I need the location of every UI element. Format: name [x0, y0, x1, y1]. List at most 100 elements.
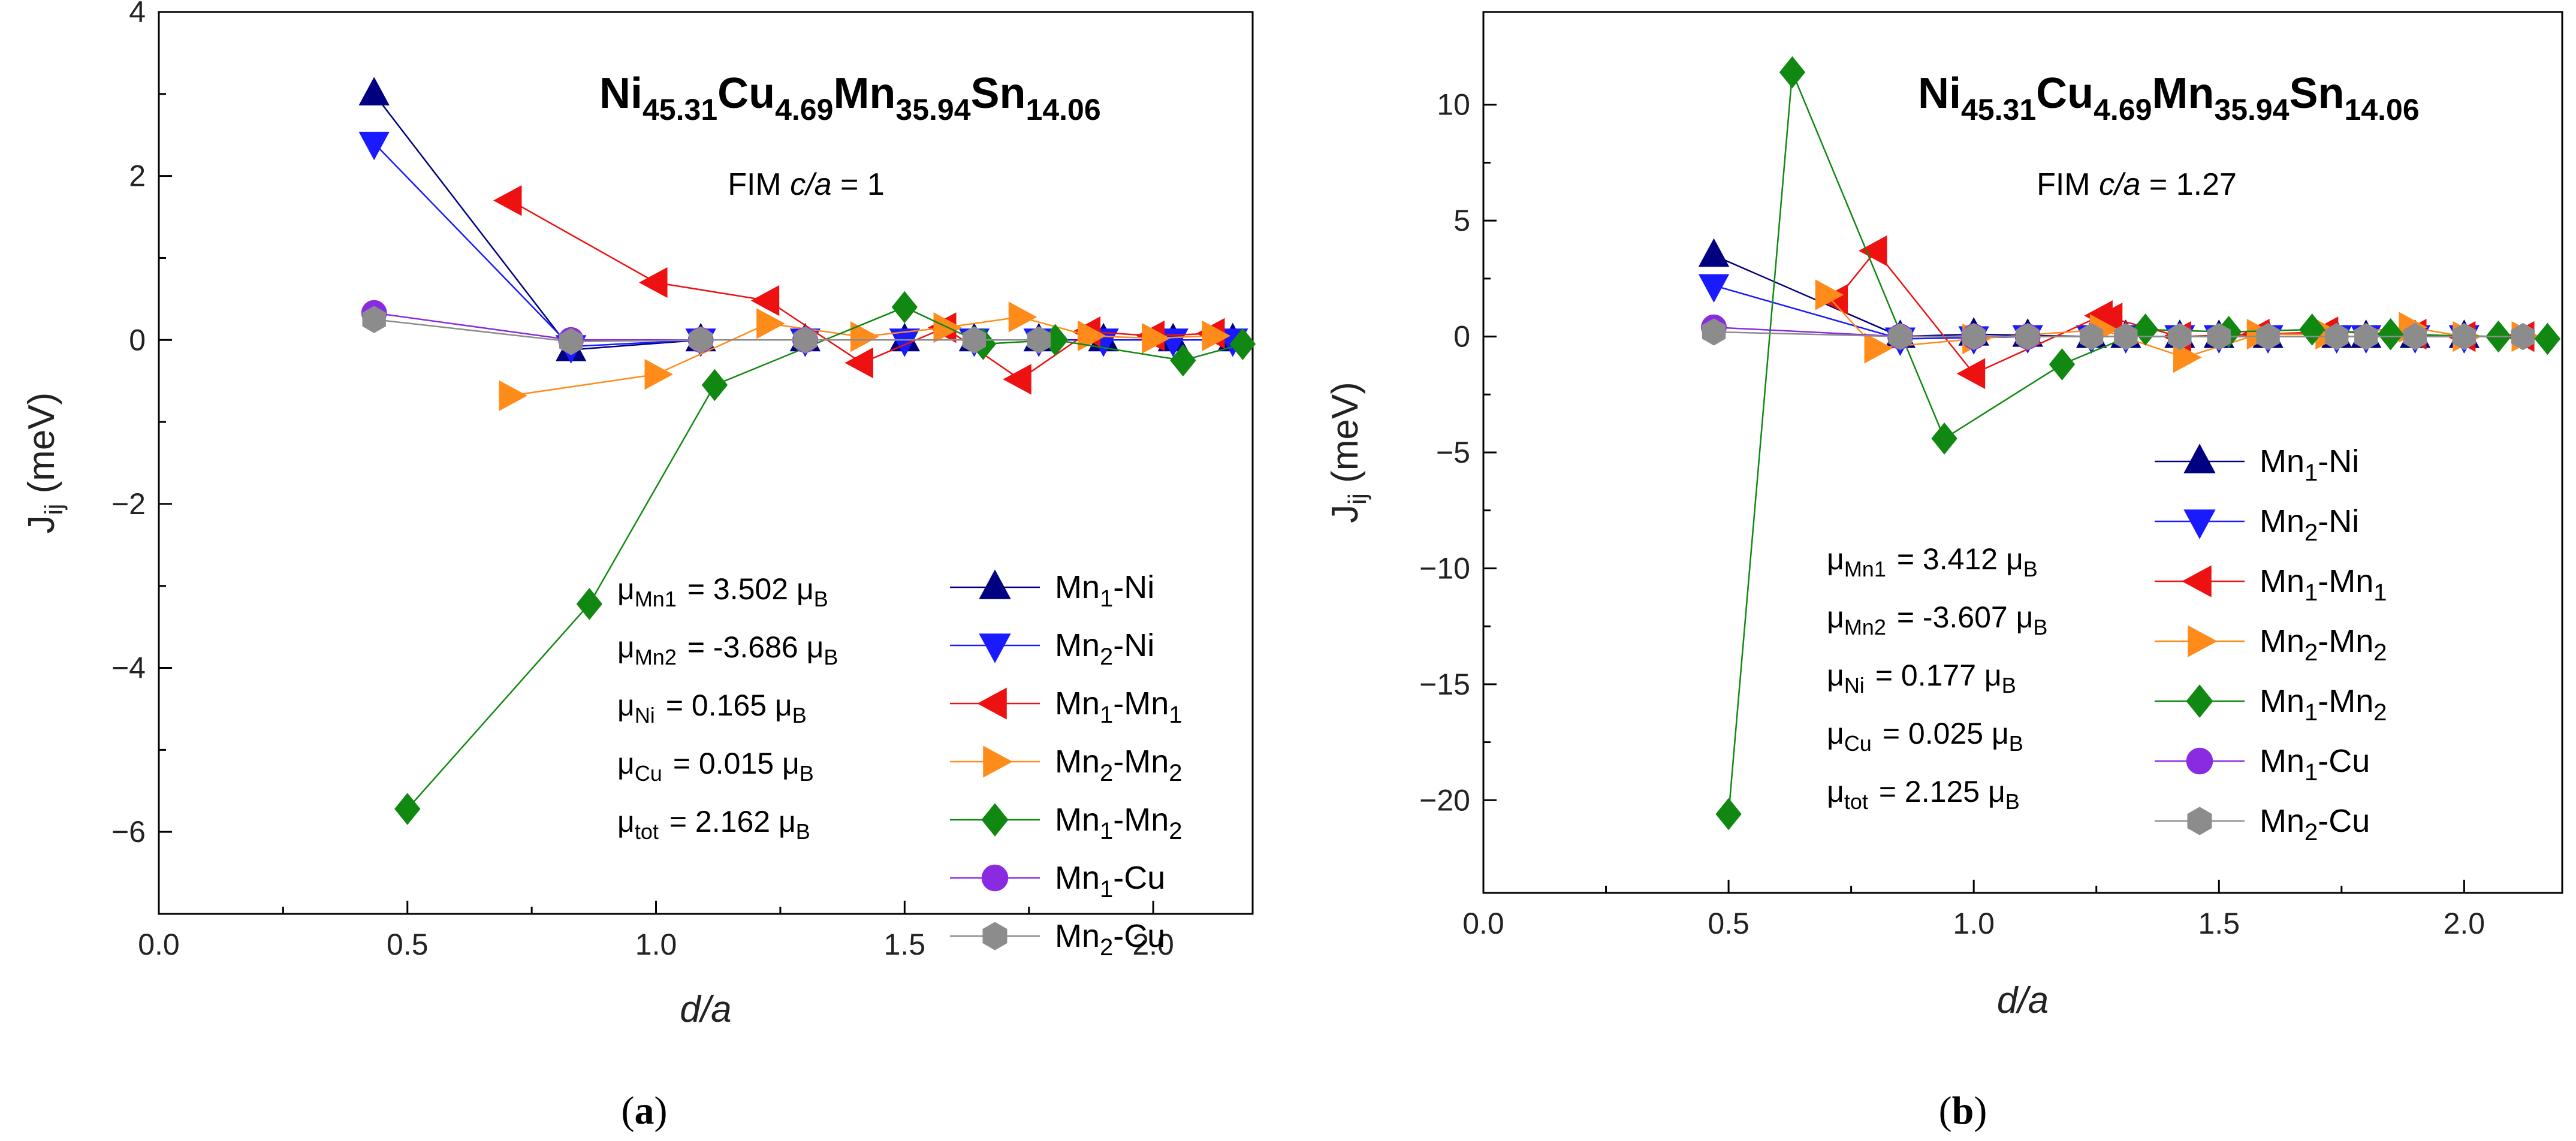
legend-label: Mn1-Ni — [1055, 569, 1154, 612]
data-point — [1170, 344, 1196, 377]
data-point — [358, 77, 390, 105]
x-tick-label: 0.5 — [1708, 907, 1749, 940]
data-point — [1027, 326, 1051, 354]
legend-entry: Mn1-Mn2 — [2155, 683, 2387, 726]
chart-panel-a: 0.0 0.5 1.0 1.5 2.0 −6 −4 −2 0 2 4 d/a Jij (meV) Ni45… — [21, 0, 1256, 1133]
data-point — [358, 131, 390, 161]
data-point — [2114, 322, 2138, 351]
data-point — [394, 793, 421, 825]
legend-entry: Mn1-Cu — [950, 860, 1165, 902]
moment-annotation: μtot = 2.162 μB — [617, 805, 810, 844]
data-point — [962, 326, 987, 354]
data-point — [2016, 322, 2040, 351]
x-tick-label: 2.0 — [1132, 928, 1174, 961]
data-point — [1815, 279, 1844, 310]
data-point — [793, 326, 818, 354]
y-tick-label: 2 — [129, 159, 146, 193]
data-point — [2377, 318, 2404, 351]
chart-title: Ni45.31Cu4.69Mn35.94Sn14.06 — [1918, 70, 2420, 126]
data-point — [1962, 322, 1986, 351]
data-point — [2534, 322, 2561, 355]
data-point — [1202, 320, 1230, 352]
series-mn1-mn1 — [493, 185, 1225, 395]
x-tick-label: 1.0 — [1953, 907, 1995, 940]
legend-label: Mn2-Cu — [2260, 803, 2370, 846]
data-point — [2403, 322, 2427, 351]
chart-title: Ni45.31Cu4.69Mn35.94Sn14.06 — [599, 70, 1101, 126]
x-tick-label: 0.0 — [138, 928, 180, 961]
legend-label: Mn2-Cu — [1055, 918, 1165, 961]
legend-label: Mn2-Ni — [1055, 627, 1154, 670]
y-tick-label: 10 — [1437, 88, 1470, 122]
legend-label: Mn1-Mn1 — [1055, 686, 1183, 728]
moment-annotation: μMn2 = -3.686 μB — [617, 630, 838, 669]
y-tick-label: 4 — [129, 0, 146, 29]
legend-marker — [2187, 807, 2212, 835]
data-point — [2207, 322, 2231, 351]
y-tick-label: −5 — [1436, 436, 1470, 469]
data-point — [1888, 322, 1913, 351]
legend-marker — [2186, 747, 2213, 775]
legend-marker — [982, 922, 1008, 950]
moment-annotation: μtot = 2.125 μB — [1827, 775, 2020, 814]
data-point — [689, 326, 713, 354]
x-axis-label: d/a — [1997, 980, 2049, 1021]
data-point — [644, 359, 674, 390]
panel-label: (b) — [1939, 1089, 1987, 1133]
legend-marker — [981, 864, 1009, 892]
data-point — [1702, 318, 1726, 346]
y-tick-label: −20 — [1419, 783, 1470, 817]
legend-entry: Mn1-Mn2 — [950, 802, 1183, 844]
moment-annotation: μCu = 0.025 μB — [1827, 717, 2023, 756]
data-point — [1779, 56, 1806, 89]
legend-marker — [2188, 625, 2218, 657]
legend-label: Mn1-Mn1 — [2260, 563, 2387, 606]
chart-subtitle: FIM c/a = 1 — [728, 167, 885, 202]
legend-label: Mn2-Mn2 — [1055, 744, 1183, 786]
data-point — [1859, 235, 1887, 267]
data-point — [362, 306, 386, 333]
data-point — [1003, 364, 1031, 395]
data-point — [639, 267, 668, 298]
data-point — [493, 185, 522, 216]
legend-label: Mn1-Ni — [2260, 443, 2359, 486]
y-tick-label: −15 — [1419, 668, 1470, 701]
x-tick-label: 1.5 — [884, 928, 926, 961]
legend-label: Mn1-Cu — [1055, 860, 1165, 902]
data-point — [850, 321, 879, 352]
legend-marker — [983, 745, 1013, 778]
data-point — [2256, 322, 2280, 351]
data-point — [2049, 348, 2076, 381]
y-axis-label: Jij (meV) — [1325, 382, 1371, 523]
plot-frame — [1482, 11, 2563, 894]
legend-entry: Mn2-Cu — [950, 918, 1165, 961]
legend-label: Mn1-Mn2 — [1055, 802, 1183, 844]
y-tick-label: −4 — [111, 651, 146, 685]
data-point — [2168, 322, 2192, 351]
y-axis-label: Jij (meV) — [21, 393, 68, 534]
data-point — [2324, 322, 2349, 351]
series-line — [509, 200, 1214, 381]
data-point — [559, 328, 583, 355]
legend-marker — [2186, 684, 2213, 718]
legend-marker — [2182, 565, 2212, 597]
legend-marker — [2183, 443, 2216, 473]
legend-label: Mn2-Mn2 — [2260, 623, 2387, 666]
data-point — [1864, 333, 1893, 364]
x-tick-label: 0.5 — [387, 928, 429, 961]
data-point — [1008, 301, 1037, 333]
data-point — [2511, 322, 2535, 351]
moment-annotation: μNi = 0.177 μB — [1827, 659, 2016, 698]
data-point — [2452, 322, 2477, 351]
data-point — [891, 291, 918, 324]
series-mn2-cu — [362, 306, 1051, 355]
moment-annotation: μCu = 0.015 μB — [617, 747, 814, 786]
legend-marker — [977, 687, 1007, 720]
legend-marker — [981, 803, 1009, 837]
data-point — [844, 347, 873, 379]
y-tick-label: 0 — [1453, 320, 1470, 354]
moment-annotation: μMn1 = 3.412 μB — [1827, 542, 2038, 581]
data-point — [750, 285, 780, 316]
legend-label: Mn1-Cu — [2260, 743, 2370, 786]
y-tick-label: −2 — [111, 487, 146, 521]
